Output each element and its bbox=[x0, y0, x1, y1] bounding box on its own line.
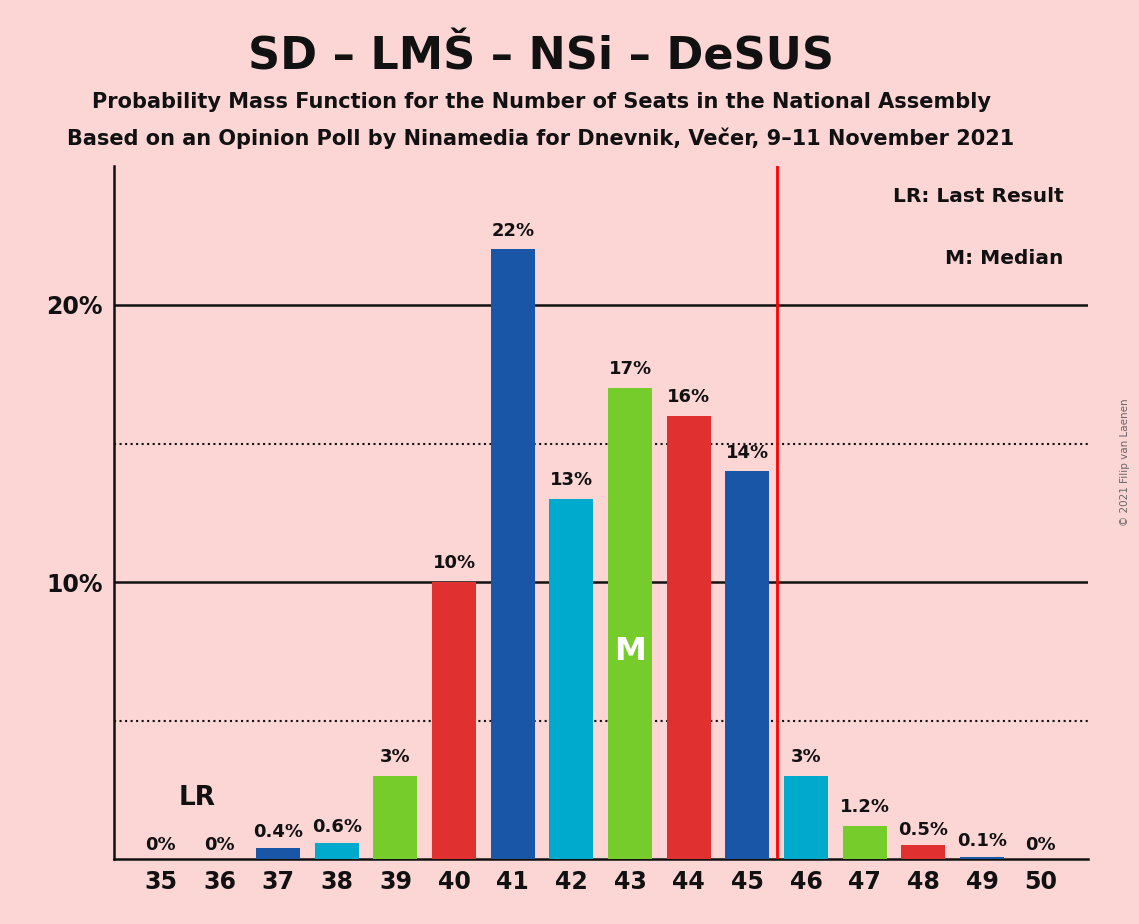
Text: LR: Last Result: LR: Last Result bbox=[893, 187, 1064, 206]
Text: 0.1%: 0.1% bbox=[957, 832, 1007, 850]
Bar bbox=[549, 499, 593, 859]
Text: © 2021 Filip van Laenen: © 2021 Filip van Laenen bbox=[1121, 398, 1130, 526]
Text: LR: LR bbox=[179, 785, 215, 811]
Bar bbox=[432, 582, 476, 859]
Text: 22%: 22% bbox=[491, 222, 534, 240]
Text: 10%: 10% bbox=[433, 554, 476, 572]
Bar bbox=[843, 826, 887, 859]
Bar bbox=[960, 857, 1005, 859]
Text: 0.4%: 0.4% bbox=[253, 823, 303, 841]
Text: 16%: 16% bbox=[667, 388, 711, 407]
Text: M: Median: M: Median bbox=[945, 249, 1064, 269]
Bar bbox=[314, 843, 359, 859]
Text: 0%: 0% bbox=[146, 836, 177, 855]
Text: 0%: 0% bbox=[204, 836, 235, 855]
Text: M: M bbox=[614, 637, 646, 667]
Text: 1.2%: 1.2% bbox=[839, 798, 890, 817]
Bar bbox=[256, 848, 301, 859]
Bar bbox=[374, 776, 418, 859]
Text: 17%: 17% bbox=[608, 360, 652, 379]
Text: 3%: 3% bbox=[380, 748, 411, 767]
Text: Based on an Opinion Poll by Ninamedia for Dnevnik, Večer, 9–11 November 2021: Based on an Opinion Poll by Ninamedia fo… bbox=[67, 128, 1015, 149]
Bar bbox=[666, 416, 711, 859]
Text: 0.6%: 0.6% bbox=[312, 818, 362, 835]
Text: 0.5%: 0.5% bbox=[899, 821, 949, 839]
Bar bbox=[726, 471, 770, 859]
Text: 3%: 3% bbox=[790, 748, 821, 767]
Text: 14%: 14% bbox=[726, 444, 769, 462]
Bar bbox=[784, 776, 828, 859]
Bar bbox=[608, 388, 653, 859]
Bar bbox=[901, 845, 945, 859]
Text: 13%: 13% bbox=[550, 471, 593, 490]
Text: 0%: 0% bbox=[1025, 836, 1056, 855]
Text: SD – LMŠ – NSi – DeSUS: SD – LMŠ – NSi – DeSUS bbox=[248, 35, 834, 79]
Text: Probability Mass Function for the Number of Seats in the National Assembly: Probability Mass Function for the Number… bbox=[91, 92, 991, 113]
Bar bbox=[491, 249, 535, 859]
